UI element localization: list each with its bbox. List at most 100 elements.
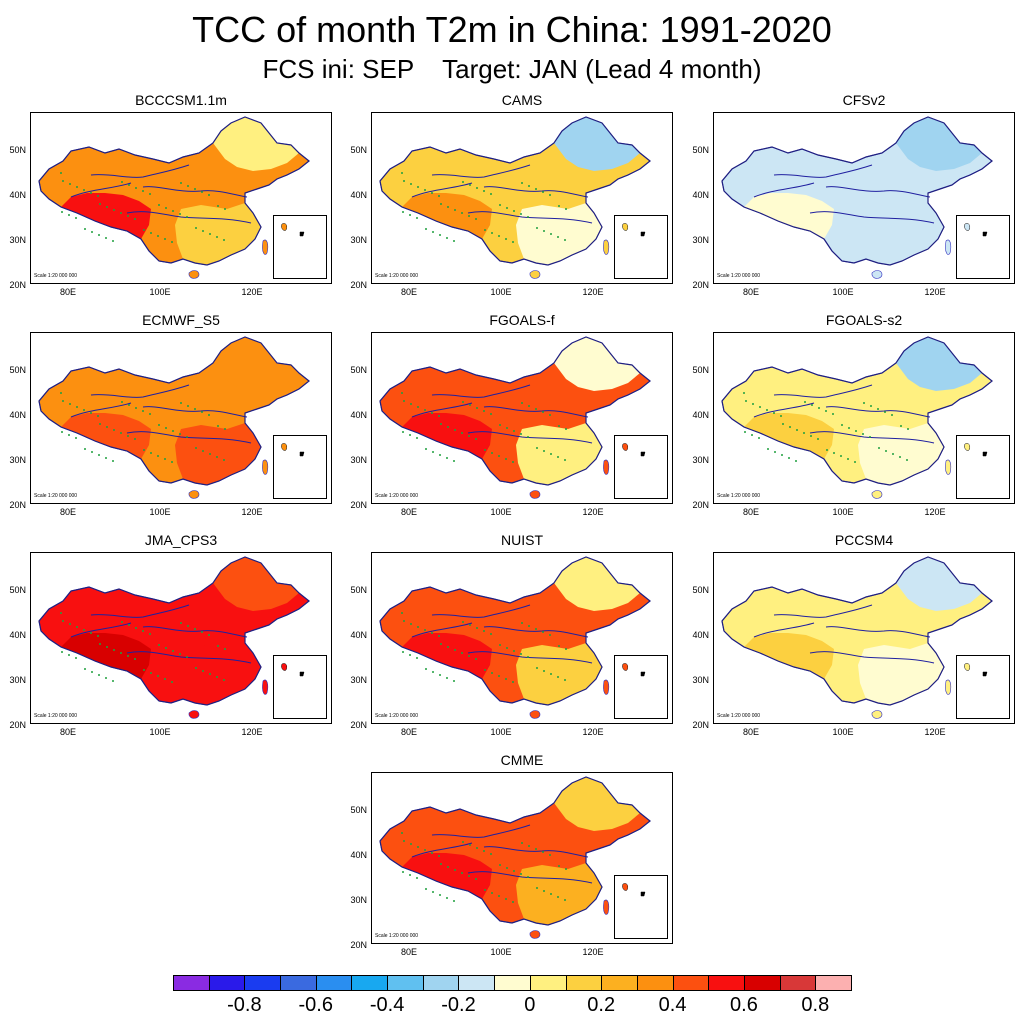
country-border bbox=[721, 556, 993, 706]
significance-dot bbox=[128, 184, 130, 186]
river-line bbox=[773, 604, 873, 618]
significance-dot bbox=[121, 621, 123, 623]
latitude-label: 40N bbox=[692, 190, 709, 200]
southeast-region bbox=[858, 423, 944, 485]
significance-dot bbox=[424, 189, 426, 191]
significance-dot bbox=[542, 411, 544, 413]
significance-dot bbox=[528, 625, 530, 627]
river-line bbox=[70, 182, 132, 198]
significance-dot bbox=[68, 654, 70, 656]
significance-dot bbox=[512, 241, 514, 243]
figure-title: TCC of month T2m in China: 1991-2020 bbox=[192, 9, 832, 50]
significance-dot bbox=[84, 448, 86, 450]
inset-map bbox=[622, 663, 646, 677]
significance-dot bbox=[453, 460, 455, 462]
significance-dot bbox=[536, 667, 538, 669]
colorbar-cell bbox=[351, 975, 389, 991]
significance-dot bbox=[75, 217, 77, 219]
significance-dot bbox=[796, 429, 798, 431]
significance-dot bbox=[505, 458, 507, 460]
river-line bbox=[142, 186, 248, 198]
south-china-sea-inset bbox=[614, 875, 668, 939]
significance-dot bbox=[528, 405, 530, 407]
longitude-label: 100E bbox=[490, 947, 512, 957]
significance-dot bbox=[521, 402, 523, 404]
significance-dot bbox=[90, 632, 92, 634]
significance-dot bbox=[121, 401, 123, 403]
latitude-label: 30N bbox=[350, 455, 367, 465]
south-china-sea-inset bbox=[956, 435, 1010, 499]
significance-dot bbox=[120, 212, 122, 214]
river-line bbox=[483, 406, 589, 418]
significance-dot bbox=[543, 230, 545, 232]
river-line bbox=[431, 824, 531, 838]
southeast-region bbox=[516, 863, 602, 925]
significance-dot bbox=[469, 184, 471, 186]
significance-dot bbox=[543, 890, 545, 892]
colorbar-cell bbox=[708, 975, 745, 991]
significance-dot bbox=[439, 674, 441, 676]
significance-dot bbox=[417, 186, 419, 188]
significance-dot bbox=[403, 620, 405, 622]
significance-dot bbox=[201, 631, 203, 633]
northeast-region bbox=[213, 337, 299, 391]
latitude-label: 50N bbox=[692, 145, 709, 155]
significance-dot bbox=[194, 188, 196, 190]
country-border bbox=[721, 336, 993, 486]
significance-dot bbox=[557, 676, 559, 678]
significance-dot bbox=[454, 429, 456, 431]
significance-dot bbox=[134, 658, 136, 660]
significance-dot bbox=[223, 679, 225, 681]
significance-dot bbox=[113, 209, 115, 211]
significance-dot bbox=[99, 643, 101, 645]
significance-dot bbox=[483, 630, 485, 632]
significance-dot bbox=[454, 869, 456, 871]
latitude-label: 20N bbox=[350, 280, 367, 290]
significance-dot bbox=[424, 629, 426, 631]
significance-dot bbox=[521, 622, 523, 624]
significance-dot bbox=[847, 458, 849, 460]
longitude-label: 120E bbox=[582, 947, 604, 957]
significance-dot bbox=[216, 236, 218, 238]
south-china-sea-inset bbox=[273, 215, 327, 279]
longitude-label: 120E bbox=[924, 727, 946, 737]
significance-dot bbox=[403, 180, 405, 182]
significance-dot bbox=[550, 453, 552, 455]
colorbar-cell bbox=[173, 975, 210, 991]
longitude-label: 120E bbox=[241, 727, 263, 737]
significance-dot bbox=[128, 404, 130, 406]
significance-dot bbox=[565, 868, 567, 870]
significance-dot bbox=[202, 670, 204, 672]
significance-dot bbox=[91, 671, 93, 673]
significance-dot bbox=[416, 217, 418, 219]
significance-dot bbox=[62, 180, 64, 182]
river-line bbox=[467, 211, 593, 224]
significance-dot bbox=[469, 624, 471, 626]
hainan-island bbox=[529, 710, 541, 719]
river-line bbox=[809, 211, 935, 224]
map-frame: Scale 1:20 000 000 bbox=[371, 112, 673, 284]
latitude-label: 40N bbox=[9, 190, 26, 200]
significance-dot bbox=[521, 182, 523, 184]
significance-dot bbox=[527, 656, 529, 658]
significance-dot bbox=[878, 447, 880, 449]
significance-dot bbox=[402, 211, 404, 213]
significance-dot bbox=[158, 424, 160, 426]
significance-dot bbox=[97, 415, 99, 417]
significance-dot bbox=[98, 234, 100, 236]
significance-dot bbox=[69, 623, 71, 625]
colorbar-cell bbox=[315, 975, 353, 991]
figure-subtitle: FCS ini: SEP Target: JAN (Lead 4 month) bbox=[262, 54, 762, 84]
south-china-sea-inset bbox=[273, 655, 327, 719]
inset-map bbox=[281, 443, 305, 457]
south-china-sea-inset bbox=[956, 655, 1010, 719]
significance-dot bbox=[424, 409, 426, 411]
significance-dot bbox=[401, 612, 403, 614]
significance-dot bbox=[869, 436, 871, 438]
significance-dot bbox=[187, 185, 189, 187]
significance-dot bbox=[788, 457, 790, 459]
significance-dot bbox=[453, 680, 455, 682]
significance-dot bbox=[202, 450, 204, 452]
significance-dot bbox=[216, 456, 218, 458]
latitude-label: 20N bbox=[9, 280, 26, 290]
